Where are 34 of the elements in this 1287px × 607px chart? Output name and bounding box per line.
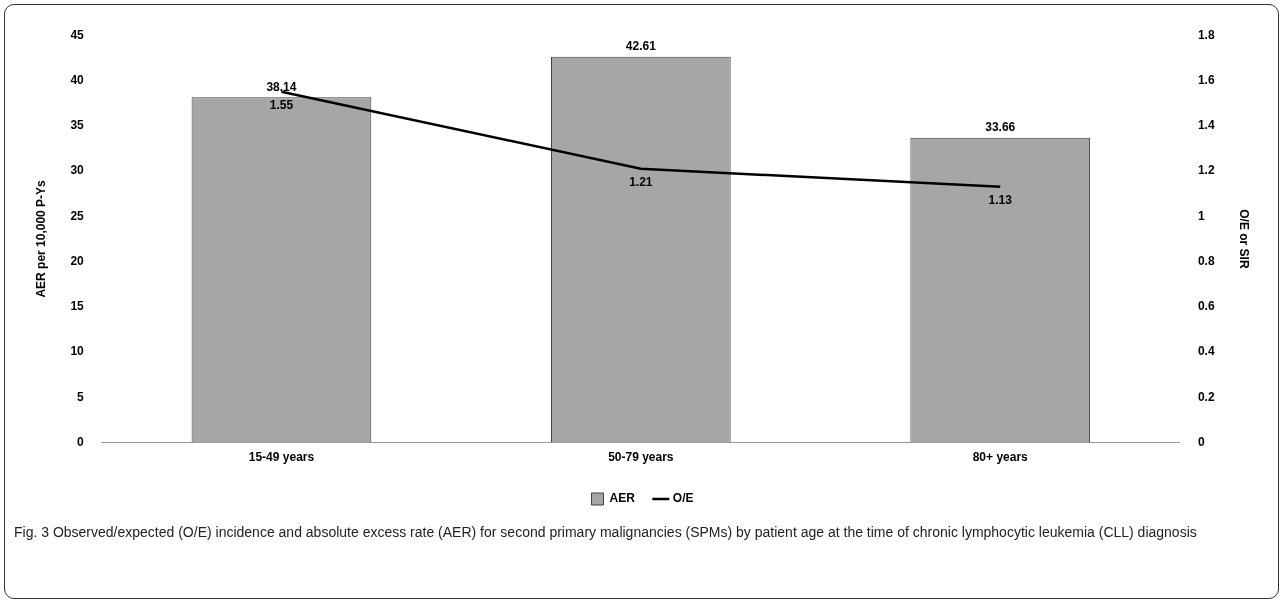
y-tick-label: 25	[70, 208, 85, 223]
y2-tick-label: 0.8	[1197, 253, 1215, 268]
y2-axis-title: O/E or SIR	[1237, 209, 1252, 269]
y2-tick-label: 0.2	[1197, 389, 1215, 404]
y-tick-label: 45	[70, 27, 85, 42]
y2-tick-label: 0.4	[1197, 344, 1215, 359]
y2-tick-label: 1.2	[1197, 163, 1215, 178]
data-label: 42.61	[625, 39, 657, 54]
y-tick-label: 15	[70, 299, 85, 314]
y2-tick-label: 0	[1197, 434, 1205, 449]
y-tick-label: 10	[70, 344, 85, 359]
data-label: 1.55	[269, 98, 294, 113]
y-axis-title: AER per 10,000 P-Ys	[33, 179, 48, 298]
data-label: 1.21	[629, 175, 653, 190]
y2-tick-label: 1.8	[1197, 27, 1215, 42]
y-tick-label: 35	[70, 118, 85, 133]
data-label: 33.66	[985, 120, 1016, 135]
caption: Fig. 3 Observed/expected (O/E) incidence and absolute excess rate (AER) for second primary malignancies (SPMs) by patient age at the time of chronic lymphocytic leukemia (CLL) diagnosis	[14, 523, 1198, 542]
y-tick-label: 30	[70, 163, 85, 178]
y2-tick-label: 0.6	[1197, 299, 1215, 314]
x-tick-label: 50-79 years	[608, 450, 674, 465]
y-tick-label: 20	[70, 253, 85, 268]
y-tick-label: 40	[70, 72, 85, 87]
y2-tick-label: 1	[1197, 208, 1205, 223]
x-tick-label: 80+ years	[972, 450, 1029, 465]
y-tick-label: 5	[77, 389, 85, 404]
y2-tick-label: 1.4	[1197, 118, 1215, 133]
legend-label: AER	[609, 491, 636, 506]
x-tick-label: 15-49 years	[248, 450, 315, 465]
y-tick-label: 0	[77, 434, 85, 449]
legend-label: O/E	[672, 491, 694, 506]
data-label: 1.13	[988, 193, 1013, 208]
y2-tick-label: 1.6	[1197, 72, 1215, 87]
data-label: 38.14	[266, 79, 297, 94]
